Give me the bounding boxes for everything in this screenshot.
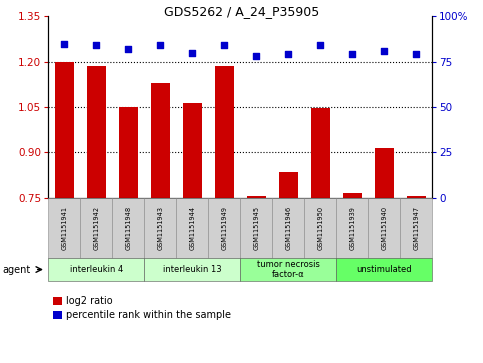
Text: GSM1151947: GSM1151947 bbox=[413, 206, 419, 250]
Text: tumor necrosis
factor-α: tumor necrosis factor-α bbox=[257, 260, 320, 279]
Point bbox=[125, 46, 132, 52]
Text: GSM1151948: GSM1151948 bbox=[125, 206, 131, 250]
Bar bbox=[183, 103, 202, 198]
Text: percentile rank within the sample: percentile rank within the sample bbox=[66, 310, 231, 320]
Bar bbox=[87, 66, 106, 198]
Bar bbox=[247, 196, 266, 198]
Text: GSM1151946: GSM1151946 bbox=[285, 206, 291, 250]
Point bbox=[92, 42, 100, 48]
Text: GSM1151940: GSM1151940 bbox=[381, 206, 387, 250]
Text: log2 ratio: log2 ratio bbox=[66, 296, 113, 306]
Bar bbox=[311, 108, 330, 198]
Bar bbox=[215, 66, 234, 198]
Bar bbox=[375, 148, 394, 198]
Point bbox=[316, 42, 324, 48]
Text: GSM1151943: GSM1151943 bbox=[157, 206, 163, 250]
Text: GSM1151941: GSM1151941 bbox=[61, 206, 67, 250]
Text: interleukin 4: interleukin 4 bbox=[70, 265, 123, 274]
Text: agent: agent bbox=[2, 265, 30, 274]
Text: GSM1151942: GSM1151942 bbox=[93, 206, 99, 250]
Text: GSM1151950: GSM1151950 bbox=[317, 206, 323, 250]
Point bbox=[348, 52, 356, 57]
Bar bbox=[119, 107, 138, 198]
Point bbox=[412, 52, 420, 57]
Text: GSM1151944: GSM1151944 bbox=[189, 206, 195, 250]
Text: GDS5262 / A_24_P35905: GDS5262 / A_24_P35905 bbox=[164, 5, 319, 19]
Point bbox=[220, 42, 228, 48]
Text: interleukin 13: interleukin 13 bbox=[163, 265, 222, 274]
Bar bbox=[279, 172, 298, 198]
Bar bbox=[407, 196, 426, 198]
Text: GSM1151939: GSM1151939 bbox=[349, 206, 355, 250]
Point bbox=[381, 48, 388, 54]
Point bbox=[284, 52, 292, 57]
Point bbox=[156, 42, 164, 48]
Point bbox=[253, 53, 260, 59]
Bar bbox=[55, 62, 74, 198]
Point bbox=[60, 41, 68, 46]
Point bbox=[188, 50, 196, 56]
Text: unstimulated: unstimulated bbox=[356, 265, 412, 274]
Bar bbox=[151, 83, 170, 198]
Text: GSM1151945: GSM1151945 bbox=[253, 206, 259, 250]
Text: GSM1151949: GSM1151949 bbox=[221, 206, 227, 250]
Bar bbox=[343, 193, 362, 198]
